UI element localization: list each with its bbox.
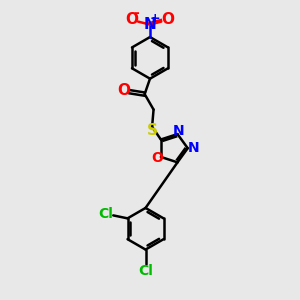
Text: Cl: Cl: [138, 264, 153, 278]
Text: N: N: [187, 141, 199, 155]
Text: O: O: [161, 12, 174, 27]
Text: O: O: [152, 152, 163, 165]
Text: S: S: [147, 123, 158, 138]
Text: N: N: [173, 124, 184, 137]
Text: Cl: Cl: [98, 207, 113, 221]
Text: -: -: [134, 6, 140, 20]
Text: +: +: [150, 11, 161, 25]
Text: N: N: [144, 17, 157, 32]
Text: O: O: [125, 12, 138, 27]
Text: O: O: [117, 83, 130, 98]
